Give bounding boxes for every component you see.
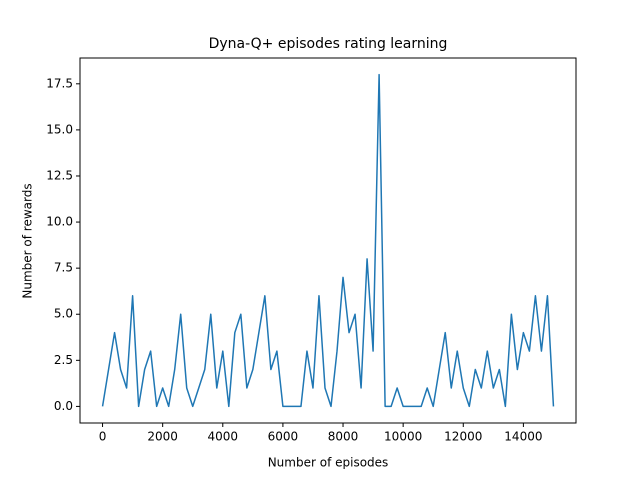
y-tick-label: 0.0 bbox=[54, 399, 73, 413]
chart-title: Dyna-Q+ episodes rating learning bbox=[209, 36, 448, 52]
y-tick-label: 10.0 bbox=[46, 215, 73, 229]
x-tick-label: 4000 bbox=[208, 430, 239, 444]
y-tick-label: 5.0 bbox=[54, 307, 73, 321]
plot-frame bbox=[79, 57, 577, 424]
x-axis-label: Number of episodes bbox=[268, 456, 389, 470]
y-tick-label: 7.5 bbox=[54, 261, 73, 275]
y-tick-label: 15.0 bbox=[46, 122, 73, 136]
x-tick-label: 8000 bbox=[328, 430, 359, 444]
x-tick-label: 14000 bbox=[504, 430, 542, 444]
x-tick-label: 0 bbox=[99, 430, 107, 444]
y-tick-label: 12.5 bbox=[46, 168, 73, 182]
x-tick-label: 6000 bbox=[268, 430, 299, 444]
data-line bbox=[101, 73, 555, 408]
y-tick-label: 17.5 bbox=[46, 76, 73, 90]
y-axis-label: Number of rewards bbox=[21, 183, 35, 298]
y-tick-label: 2.5 bbox=[54, 353, 73, 367]
x-tick-label: 12000 bbox=[444, 430, 482, 444]
x-tick-label: 10000 bbox=[384, 430, 422, 444]
x-tick-label: 2000 bbox=[147, 430, 178, 444]
